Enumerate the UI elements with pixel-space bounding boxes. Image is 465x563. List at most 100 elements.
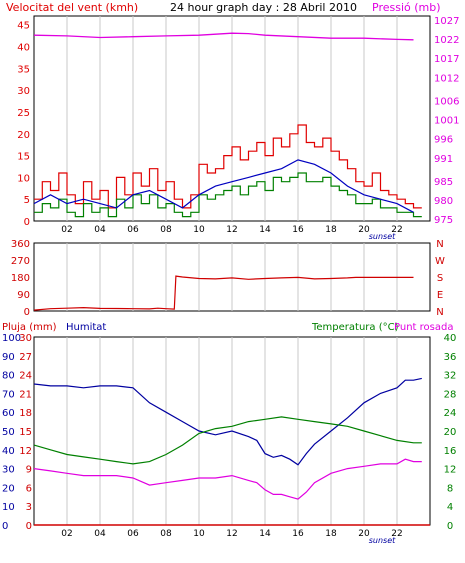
rain-y-tick-label: 21 xyxy=(19,389,32,400)
rain-axis-label: Pluja (mm) xyxy=(2,322,57,333)
pressure-y-tick-label: 1017 xyxy=(434,54,459,65)
wind-x-tick-label: 14 xyxy=(259,225,271,235)
pressure-y-tick-label: 1006 xyxy=(434,96,459,107)
wind-y-tick-label: 10 xyxy=(17,173,30,184)
compass-label: E xyxy=(437,290,443,301)
humidity-y-tick-label: 100 xyxy=(2,333,21,344)
climate-x-tick-label: 10 xyxy=(193,529,205,539)
pressure-axis-label: Pressió (mb) xyxy=(372,1,441,14)
humidity-y-tick-label: 30 xyxy=(2,465,15,476)
climate-x-tick-label: 08 xyxy=(160,529,172,539)
compass-label: N xyxy=(436,239,443,250)
wind-gust-series xyxy=(34,172,422,218)
climate-x-tick-label: 02 xyxy=(61,529,72,539)
direction-y-tick-label: 0 xyxy=(24,307,30,318)
pressure-y-tick-label: 996 xyxy=(434,135,453,146)
climate-x-tick-label: 12 xyxy=(226,529,237,539)
humidity-series xyxy=(33,377,422,466)
wind-x-tick-label: 02 xyxy=(61,225,72,235)
temperature-y-tick-label: 16 xyxy=(444,446,457,457)
rain-y-tick-label: 12 xyxy=(19,446,32,457)
humidity-y-tick-label: 90 xyxy=(2,352,15,363)
dewpoint-series xyxy=(33,458,422,500)
direction-y-tick-label: 360 xyxy=(11,239,30,250)
pressure-y-tick-label: 1012 xyxy=(434,73,459,84)
wind-y-tick-label: 5 xyxy=(24,195,30,206)
pressure-series xyxy=(33,32,414,41)
rain-y-tick-label: 15 xyxy=(19,427,32,438)
climate-x-tick-label: 04 xyxy=(94,529,106,539)
wind-x-tick-label: 20 xyxy=(358,225,370,235)
wind-axis-label: Velocitat del vent (kmh) xyxy=(6,1,138,14)
wind-y-tick-label: 30 xyxy=(17,86,30,97)
rain-y-tick-label: 24 xyxy=(19,371,32,382)
sunset-marker-label: sunset xyxy=(369,232,396,241)
wind-average-series xyxy=(33,159,414,213)
wind-y-tick-label: 40 xyxy=(17,43,30,54)
wind-y-tick-label: 45 xyxy=(17,21,30,32)
pressure-y-tick-label: 1027 xyxy=(434,16,459,27)
climate-x-tick-label: 22 xyxy=(391,529,402,539)
pressure-y-tick-label: 1022 xyxy=(434,35,459,46)
temperature-y-tick-label: 12 xyxy=(444,465,457,476)
temperature-axis-label: Temperatura (°C) xyxy=(311,322,399,333)
humidity-y-tick-label: 40 xyxy=(2,446,15,457)
pressure-y-tick-label: 985 xyxy=(434,177,453,188)
wind-x-tick-label: 22 xyxy=(391,225,402,235)
direction-series xyxy=(33,275,414,311)
rain-y-tick-label: 6 xyxy=(26,483,32,494)
temperature-y-tick-label: 24 xyxy=(444,408,457,419)
dewpoint-axis-label: Punt rosada xyxy=(394,322,453,333)
wind-x-tick-label: 08 xyxy=(160,225,172,235)
wind-y-tick-label: 35 xyxy=(17,64,30,75)
temperature-y-tick-label: 4 xyxy=(447,502,453,513)
climate-x-tick-label: 16 xyxy=(292,529,304,539)
wind-speed-series xyxy=(34,124,422,209)
humidity-y-tick-label: 10 xyxy=(2,502,15,513)
rain-y-tick-label: 3 xyxy=(26,502,32,513)
sunset-marker-label: sunset xyxy=(369,536,396,545)
compass-label: N xyxy=(436,307,443,318)
temperature-y-tick-label: 0 xyxy=(447,521,453,532)
climate-x-tick-label: 18 xyxy=(325,529,337,539)
temperature-y-tick-label: 8 xyxy=(447,483,453,494)
compass-label: S xyxy=(437,273,443,284)
direction-y-tick-label: 180 xyxy=(11,273,30,284)
wind-y-tick-label: 20 xyxy=(17,130,30,141)
temperature-y-tick-label: 20 xyxy=(444,427,457,438)
wind-x-tick-label: 12 xyxy=(226,225,237,235)
rain-y-tick-label: 0 xyxy=(26,521,32,532)
direction-y-tick-label: 270 xyxy=(11,256,30,267)
humidity-y-tick-label: 60 xyxy=(2,408,15,419)
rain-y-tick-label: 18 xyxy=(19,408,32,419)
wind-y-tick-label: 0 xyxy=(24,217,30,228)
humidity-y-tick-label: 80 xyxy=(2,371,15,382)
climate-x-tick-label: 06 xyxy=(127,529,139,539)
humidity-y-tick-label: 0 xyxy=(2,521,8,532)
humidity-y-tick-label: 70 xyxy=(2,389,15,400)
compass-label: W xyxy=(435,256,445,267)
wind-x-tick-label: 10 xyxy=(193,225,205,235)
rain-y-tick-label: 27 xyxy=(19,352,32,363)
humidity-y-tick-label: 50 xyxy=(2,427,15,438)
temperature-y-tick-label: 36 xyxy=(444,352,457,363)
rain-humidity-temperature-panel: 02 04 06 08 10 12 14 16 18 20 22010203040506070809… xyxy=(2,333,456,545)
temperature-series xyxy=(33,416,422,465)
wind-x-tick-label: 06 xyxy=(127,225,139,235)
wind-x-tick-label: 18 xyxy=(325,225,337,235)
wind-y-tick-label: 25 xyxy=(17,108,30,119)
climate-x-tick-label: 20 xyxy=(358,529,370,539)
temperature-y-tick-label: 32 xyxy=(444,371,457,382)
wind-y-tick-label: 15 xyxy=(17,152,30,163)
direction-y-tick-label: 90 xyxy=(17,290,30,301)
humidity-axis-label: Humitat xyxy=(66,322,106,333)
pressure-y-tick-label: 991 xyxy=(434,154,453,165)
chart-title: 24 hour graph day : 28 Abril 2010 xyxy=(170,1,357,14)
rain-y-tick-label: 9 xyxy=(26,465,32,476)
climate-x-tick-label: 14 xyxy=(259,529,271,539)
humidity-y-tick-label: 20 xyxy=(2,483,15,494)
temperature-y-tick-label: 28 xyxy=(444,389,457,400)
